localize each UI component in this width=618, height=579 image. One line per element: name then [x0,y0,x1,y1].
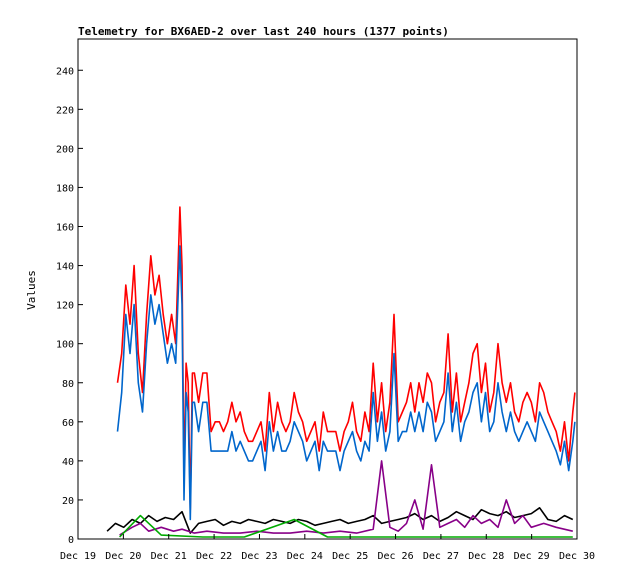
x-tick-label: Dec 28 [468,551,504,562]
plot-frame [77,38,578,540]
series-line-3 [106,506,574,534]
y-tick-label: 200 [56,144,74,155]
x-tick-label: Dec 19 [60,551,96,562]
x-tick-label: Dec 21 [151,551,187,562]
x-tick-label: Dec 23 [241,551,277,562]
y-axis-label: Values [25,270,38,310]
y-tick-label: 240 [56,66,74,77]
x-tick-label: Dec 22 [196,551,232,562]
y-tick-label: 60 [62,418,74,429]
x-tick-label: Dec 27 [423,551,459,562]
series-line-4 [119,460,573,536]
y-tick-label: 120 [56,301,74,312]
series-line-2 [116,245,576,521]
series-layer [106,206,576,538]
y-axis-ticks: 0 20 40 60 80 100 120 140 160 180 200 220 240 [56,66,83,546]
series-line-5 [119,514,573,538]
y-tick-label: 20 [62,496,74,507]
y-tick-label: 80 [62,379,74,390]
x-tick-label: Dec 26 [377,551,413,562]
x-tick-label: Dec 20 [105,551,141,562]
y-tick-label: 100 [56,340,74,351]
x-tick-label: Dec 30 [559,551,595,562]
y-tick-label: 180 [56,183,74,194]
chart-title: Telemetry for BX6AED-2 over last 240 hou… [78,25,449,38]
y-tick-label: 160 [56,223,74,234]
series-line-1 [116,206,576,511]
y-tick-label: 220 [56,105,74,116]
x-tick-label: Dec 24 [287,551,323,562]
x-tick-label: Dec 29 [514,551,550,562]
y-tick-label: 0 [68,535,74,546]
x-axis-ticks: Dec 19 Dec 20 Dec 21 Dec 22 Dec 23 Dec 24 Dec … [60,534,595,562]
y-tick-label: 140 [56,262,74,273]
x-tick-label: Dec 25 [332,551,368,562]
y-tick-label: 40 [62,457,74,468]
